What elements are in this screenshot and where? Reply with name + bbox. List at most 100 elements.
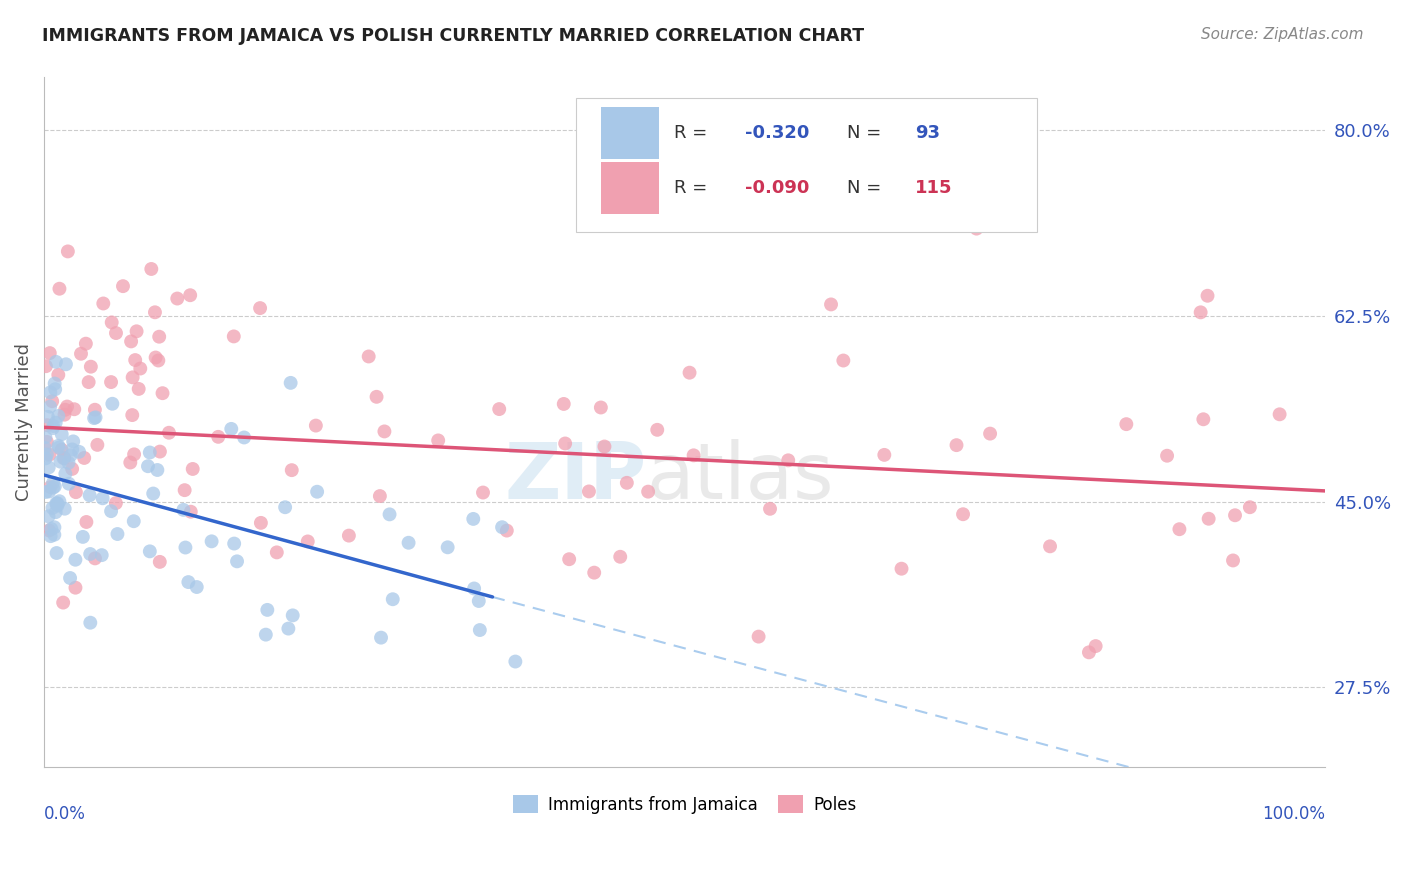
Point [58, 476, 80, 491]
Point [59, 448, 82, 462]
Point [35, 447, 58, 461]
Text: -0.320: -0.320 [745, 124, 810, 142]
Point [616, 475, 638, 490]
Point [174, 541, 197, 555]
Point [139, 544, 162, 558]
Point [59, 571, 82, 585]
Point [281, 608, 304, 623]
Point [139, 445, 162, 459]
Point [73, 450, 96, 465]
Point [149, 555, 172, 569]
Point [86, 438, 108, 452]
Point [1223, 508, 1246, 523]
Point [583, 566, 606, 580]
Point [129, 361, 152, 376]
Point [51, 442, 73, 457]
Point [39, 529, 62, 543]
Point [281, 463, 304, 477]
Point [427, 434, 450, 448]
Point [79, 547, 101, 561]
Point [1197, 289, 1219, 303]
Point [152, 386, 174, 401]
Point [41, 500, 63, 515]
Point [122, 514, 145, 528]
Point [38, 484, 60, 499]
Point [1168, 522, 1191, 536]
Point [373, 425, 395, 439]
Point [49, 455, 72, 469]
Point [58, 456, 80, 470]
Point [378, 508, 401, 522]
Point [966, 221, 988, 235]
Point [56, 244, 79, 259]
Point [39, 400, 62, 414]
Point [1189, 305, 1212, 319]
Point [952, 507, 974, 521]
Point [357, 350, 380, 364]
Point [226, 554, 249, 568]
Point [873, 448, 896, 462]
Point [280, 376, 302, 390]
Point [678, 366, 700, 380]
Point [589, 401, 612, 415]
Point [34, 441, 56, 455]
Point [80, 359, 103, 374]
Point [207, 430, 229, 444]
Point [65, 485, 87, 500]
Point [136, 459, 159, 474]
Point [145, 351, 167, 365]
Point [45, 355, 67, 369]
Legend: Immigrants from Jamaica, Poles: Immigrants from Jamaica, Poles [506, 789, 863, 821]
Point [472, 485, 495, 500]
Point [91, 296, 114, 310]
Point [778, 453, 800, 467]
Point [48, 439, 70, 453]
Point [254, 627, 277, 641]
Point [37, 418, 59, 433]
Point [121, 370, 143, 384]
Text: IMMIGRANTS FROM JAMAICA VS POLISH CURRENTLY MARRIED CORRELATION CHART: IMMIGRANTS FROM JAMAICA VS POLISH CURREN… [42, 27, 865, 45]
Point [890, 562, 912, 576]
Point [104, 496, 127, 510]
Point [60, 442, 83, 457]
Point [53, 467, 76, 481]
Point [201, 534, 224, 549]
Point [42, 419, 65, 434]
Point [104, 326, 127, 340]
Point [79, 488, 101, 502]
Point [1039, 539, 1062, 553]
Point [53, 402, 76, 417]
Point [46, 498, 69, 512]
Point [41, 522, 63, 536]
Point [146, 463, 169, 477]
Text: N =: N = [848, 179, 887, 197]
Point [233, 430, 256, 444]
Point [219, 422, 242, 436]
Point [38, 448, 60, 462]
Point [56, 400, 79, 414]
Point [274, 500, 297, 515]
Point [44, 527, 66, 541]
Point [578, 484, 600, 499]
Point [366, 390, 388, 404]
Point [83, 402, 105, 417]
Point [142, 486, 165, 500]
Point [38, 460, 60, 475]
Point [38, 509, 60, 524]
Point [46, 409, 69, 423]
Point [62, 434, 84, 449]
Point [979, 426, 1001, 441]
Point [65, 581, 87, 595]
Text: -0.090: -0.090 [745, 179, 810, 197]
Point [38, 346, 60, 360]
Point [75, 336, 97, 351]
Point [256, 603, 278, 617]
Point [157, 425, 180, 440]
Point [35, 359, 58, 374]
Point [488, 402, 510, 417]
Point [39, 385, 62, 400]
Point [249, 301, 271, 315]
Point [554, 436, 576, 450]
Point [67, 445, 90, 459]
Point [45, 416, 67, 430]
